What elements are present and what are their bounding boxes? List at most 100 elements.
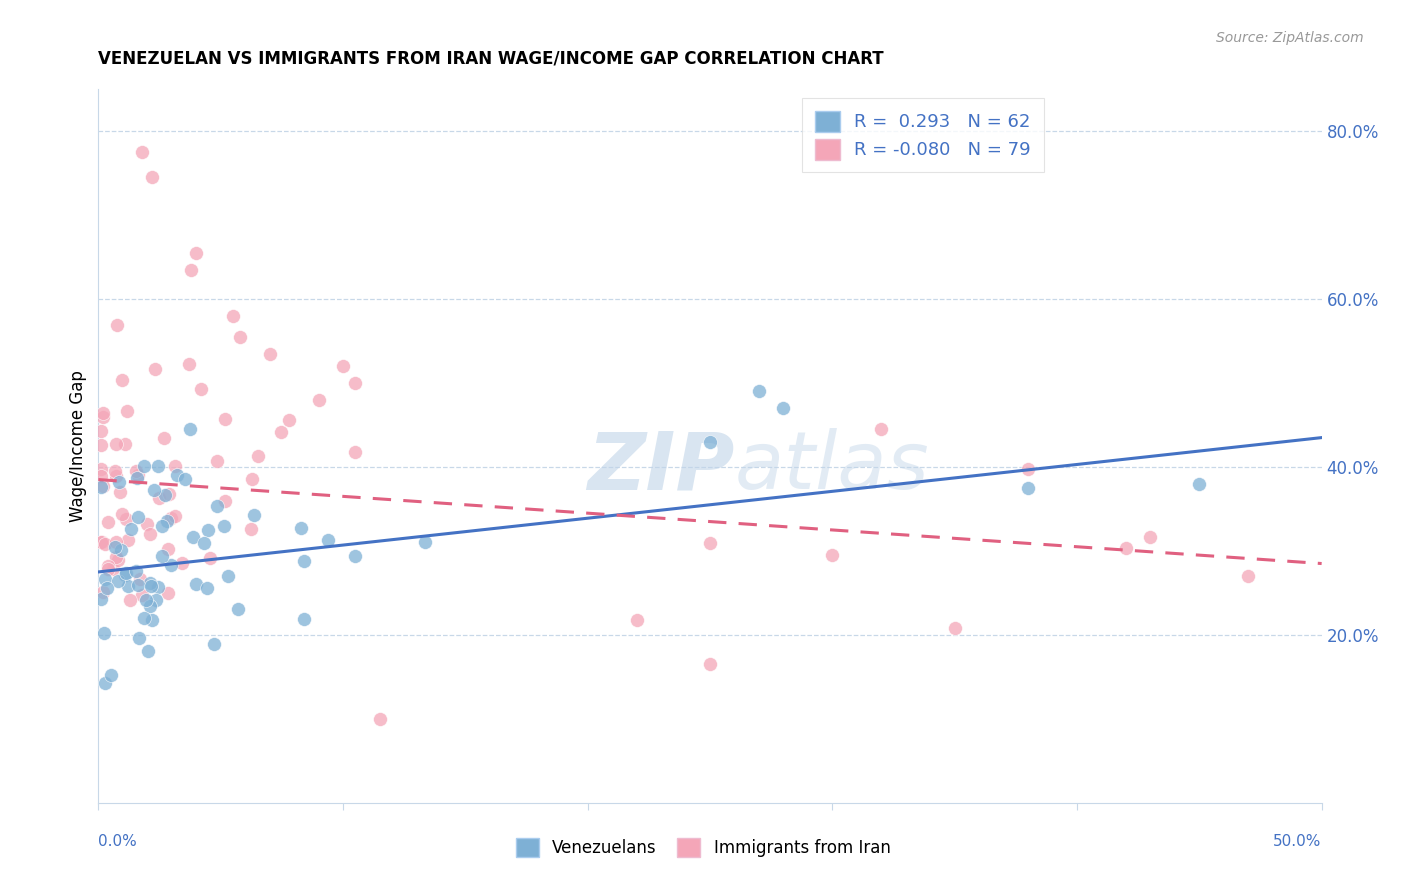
Point bbox=[97, 559, 120, 574]
Point bbox=[943, 622, 966, 636]
Point bbox=[240, 472, 263, 486]
Point bbox=[184, 576, 207, 591]
Point bbox=[131, 145, 153, 160]
Point bbox=[214, 493, 236, 508]
Point bbox=[91, 534, 114, 549]
Point bbox=[1017, 462, 1039, 476]
Point bbox=[111, 508, 134, 522]
Point bbox=[193, 535, 215, 549]
Point bbox=[270, 425, 292, 439]
Point bbox=[96, 581, 118, 595]
Point bbox=[104, 549, 127, 564]
Point bbox=[107, 574, 129, 589]
Point bbox=[344, 549, 367, 564]
Point bbox=[181, 530, 204, 544]
Point bbox=[136, 644, 159, 658]
Point bbox=[120, 593, 142, 607]
Point bbox=[163, 509, 186, 524]
Point bbox=[114, 567, 136, 582]
Point bbox=[259, 346, 281, 360]
Point bbox=[1237, 569, 1260, 583]
Point bbox=[114, 512, 136, 526]
Point bbox=[90, 469, 112, 483]
Point bbox=[316, 533, 339, 548]
Point bbox=[105, 468, 128, 483]
Point bbox=[190, 382, 212, 396]
Point bbox=[110, 543, 132, 558]
Text: 50.0%: 50.0% bbox=[1274, 834, 1322, 849]
Point bbox=[197, 524, 219, 538]
Point bbox=[91, 478, 114, 492]
Legend: R =  0.293   N = 62, R = -0.080   N = 79: R = 0.293 N = 62, R = -0.080 N = 79 bbox=[801, 98, 1043, 172]
Point bbox=[96, 516, 118, 530]
Point bbox=[172, 556, 194, 570]
Point bbox=[292, 554, 315, 568]
Point bbox=[108, 475, 131, 489]
Point bbox=[160, 511, 183, 525]
Point bbox=[1115, 541, 1137, 555]
Point bbox=[104, 465, 127, 479]
Point bbox=[145, 593, 167, 607]
Point bbox=[150, 549, 173, 563]
Point bbox=[821, 548, 844, 562]
Point bbox=[131, 588, 153, 602]
Point bbox=[91, 409, 114, 424]
Point bbox=[195, 581, 218, 595]
Point bbox=[155, 514, 177, 528]
Point bbox=[1139, 530, 1161, 544]
Point bbox=[150, 519, 173, 533]
Point bbox=[160, 558, 183, 572]
Point bbox=[163, 458, 186, 473]
Point bbox=[177, 357, 200, 371]
Point bbox=[90, 462, 112, 476]
Point bbox=[699, 434, 721, 449]
Point bbox=[214, 412, 236, 426]
Point bbox=[217, 569, 239, 583]
Point bbox=[135, 593, 157, 607]
Point bbox=[90, 438, 112, 452]
Point bbox=[143, 483, 166, 497]
Point bbox=[772, 401, 794, 416]
Point bbox=[212, 519, 235, 533]
Point bbox=[332, 359, 354, 374]
Point bbox=[222, 309, 245, 323]
Text: VENEZUELAN VS IMMIGRANTS FROM IRAN WAGE/INCOME GAP CORRELATION CHART: VENEZUELAN VS IMMIGRANTS FROM IRAN WAGE/… bbox=[98, 49, 884, 67]
Point bbox=[173, 472, 195, 486]
Point bbox=[240, 522, 263, 536]
Text: Source: ZipAtlas.com: Source: ZipAtlas.com bbox=[1216, 31, 1364, 45]
Point bbox=[115, 566, 138, 581]
Point bbox=[141, 613, 163, 627]
Point bbox=[114, 437, 136, 451]
Point bbox=[111, 373, 134, 387]
Point bbox=[94, 572, 117, 586]
Point bbox=[91, 585, 114, 599]
Point bbox=[180, 262, 202, 277]
Point bbox=[90, 534, 112, 549]
Point bbox=[748, 384, 770, 399]
Point bbox=[127, 468, 149, 483]
Y-axis label: Wage/Income Gap: Wage/Income Gap bbox=[69, 370, 87, 522]
Text: 0.0%: 0.0% bbox=[98, 834, 138, 849]
Point bbox=[157, 586, 180, 600]
Point bbox=[308, 392, 330, 407]
Point bbox=[277, 413, 299, 427]
Point bbox=[186, 246, 208, 260]
Point bbox=[107, 553, 129, 567]
Point bbox=[179, 422, 201, 436]
Point bbox=[90, 591, 112, 606]
Point bbox=[104, 437, 127, 451]
Point bbox=[127, 471, 149, 485]
Point bbox=[105, 318, 128, 333]
Point bbox=[368, 712, 391, 726]
Point bbox=[200, 550, 222, 565]
Point bbox=[104, 535, 127, 549]
Point bbox=[207, 500, 229, 514]
Point bbox=[344, 376, 367, 390]
Point bbox=[139, 579, 162, 593]
Point bbox=[226, 602, 249, 616]
Point bbox=[91, 406, 114, 420]
Point bbox=[108, 484, 131, 499]
Legend: Venezuelans, Immigrants from Iran: Venezuelans, Immigrants from Iran bbox=[516, 838, 890, 857]
Point bbox=[153, 487, 176, 501]
Point bbox=[626, 613, 648, 627]
